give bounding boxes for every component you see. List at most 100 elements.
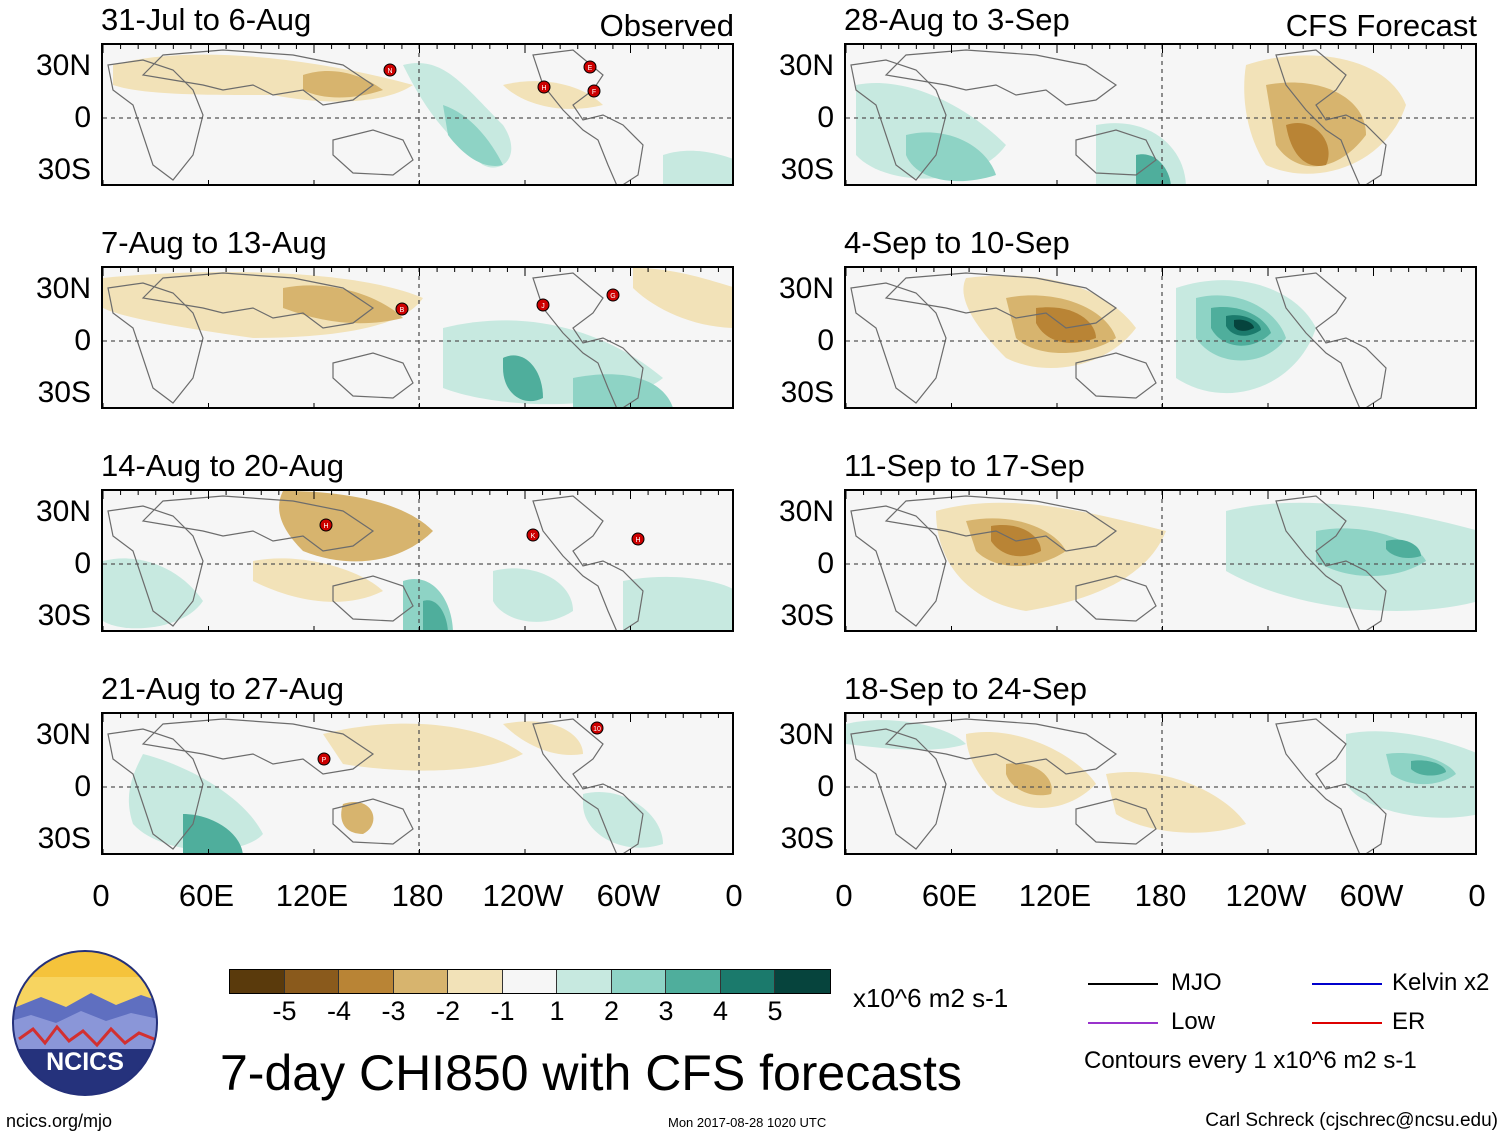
colorbar-swatch	[284, 970, 339, 993]
footer-url-link[interactable]: ncics.org/mjo	[6, 1111, 113, 1131]
map-canvas	[846, 714, 1475, 853]
tropical-storm-icon: K	[526, 528, 540, 542]
panel-title: 31-Jul to 6-Aug	[101, 2, 312, 37]
longitude-label: 60W	[596, 878, 661, 913]
coastline	[107, 59, 204, 181]
panel-title: 4-Sep to 10-Sep	[844, 225, 1070, 260]
colorbar-swatch	[611, 970, 666, 993]
anomaly-shading	[633, 268, 732, 328]
tropical-storm-icon: 10	[590, 721, 604, 735]
legend-label-mjo: MJO	[1171, 969, 1222, 996]
colorbar-tick-label: 3	[658, 996, 674, 1026]
storm-label: B	[400, 307, 405, 314]
coastline	[1275, 272, 1387, 407]
coastline	[1075, 798, 1157, 845]
coastline	[332, 352, 414, 399]
tropical-storm-icon: E	[583, 60, 597, 74]
anomaly-shading	[493, 568, 573, 622]
legend-line-mjo	[1088, 983, 1158, 985]
map-canvas: H K H	[103, 491, 732, 630]
coastline	[1075, 575, 1157, 622]
tropical-storm-icon: P	[317, 752, 331, 766]
storm-label: H	[635, 537, 640, 544]
panel-title: 7-Aug to 13-Aug	[101, 225, 327, 260]
colorbar-swatch	[339, 970, 394, 993]
anomaly-shading	[1411, 760, 1446, 776]
colorbar-swatch	[448, 970, 503, 993]
anomaly-shading	[183, 814, 243, 853]
coastline	[1275, 718, 1387, 853]
ncics-logo: NCICS	[11, 949, 159, 1097]
latitude-label: 0	[817, 324, 834, 357]
latitude-label: 0	[817, 547, 834, 580]
coastline	[850, 728, 947, 850]
storm-label: 10	[593, 726, 601, 733]
coastline	[332, 575, 414, 622]
longitude-label: 120E	[1018, 878, 1092, 913]
coastline	[141, 718, 375, 775]
storm-label: H	[541, 85, 546, 92]
longitude-label: 120W	[482, 878, 564, 913]
anomaly-shading	[341, 801, 374, 834]
latitude-label: 30S	[37, 599, 91, 632]
chi850-map	[844, 43, 1477, 186]
storm-label: H	[323, 523, 328, 530]
colorbar-tick-label: -5	[272, 996, 297, 1026]
panel-title: 11-Sep to 17-Sep	[844, 448, 1085, 483]
map-canvas	[846, 491, 1475, 630]
storm-label: F	[592, 89, 596, 96]
latitude-label: 0	[74, 324, 91, 357]
colorbar-swatch	[557, 970, 612, 993]
coastline	[532, 495, 644, 630]
storm-label: K	[531, 533, 536, 540]
latitude-label: 30N	[35, 718, 91, 751]
colorbar-units: x10^6 m2 s-1	[853, 983, 1009, 1013]
panel-tag: CFS Forecast	[1285, 8, 1477, 43]
colorbar-tick-label: 2	[603, 996, 620, 1026]
coastline	[107, 728, 204, 850]
colorbar-swatch	[775, 970, 830, 993]
storm-label: G	[610, 293, 615, 300]
chi850-map	[844, 712, 1477, 855]
coastline	[1075, 352, 1157, 399]
chi850-map	[844, 266, 1477, 409]
storm-label: E	[588, 65, 593, 72]
contours-note: Contours every 1 x10^6 m2 s-1	[1084, 1047, 1417, 1074]
anomaly-shading	[503, 721, 583, 755]
anomaly-shading	[503, 81, 603, 109]
latitude-label: 0	[74, 770, 91, 803]
coastline	[884, 495, 1118, 552]
latitude-label: 0	[74, 101, 91, 134]
anomaly-shading	[323, 723, 523, 771]
footer-timestamp: Mon 2017-08-28 1020 UTC	[668, 1115, 827, 1130]
colorbar-tick-label: 1	[549, 996, 565, 1026]
latitude-label: 30N	[35, 495, 91, 528]
coastline	[141, 495, 375, 552]
tropical-storm-icon: B	[395, 302, 409, 316]
longitude-label: 0	[1468, 878, 1486, 913]
legend-line-er	[1312, 1022, 1382, 1024]
latitude-label: 30S	[37, 376, 91, 409]
panel-title: 14-Aug to 20-Aug	[101, 448, 345, 483]
anomaly-shading	[906, 132, 996, 182]
coastline	[850, 59, 947, 181]
chi850-map	[844, 489, 1477, 632]
longitude-label: 60E	[921, 878, 978, 913]
map-canvas	[846, 45, 1475, 184]
longitude-label: 0	[725, 878, 743, 913]
storm-label: P	[322, 757, 327, 764]
latitude-label: 30S	[780, 376, 834, 409]
anomaly-shading	[283, 285, 403, 324]
map-canvas: B J G	[103, 268, 732, 407]
map-canvas: N E H F	[103, 45, 732, 184]
coastline	[850, 282, 947, 404]
coastline	[332, 129, 414, 176]
tropical-storm-icon: F	[587, 84, 601, 98]
tropical-storm-icon: H	[631, 532, 645, 546]
anomaly-shading	[253, 558, 383, 602]
chi850-map: H K H	[101, 489, 734, 632]
coastline	[332, 798, 414, 845]
legend-label-low: Low	[1171, 1008, 1216, 1035]
coastline	[884, 272, 1118, 329]
anomaly-shading	[583, 792, 663, 848]
